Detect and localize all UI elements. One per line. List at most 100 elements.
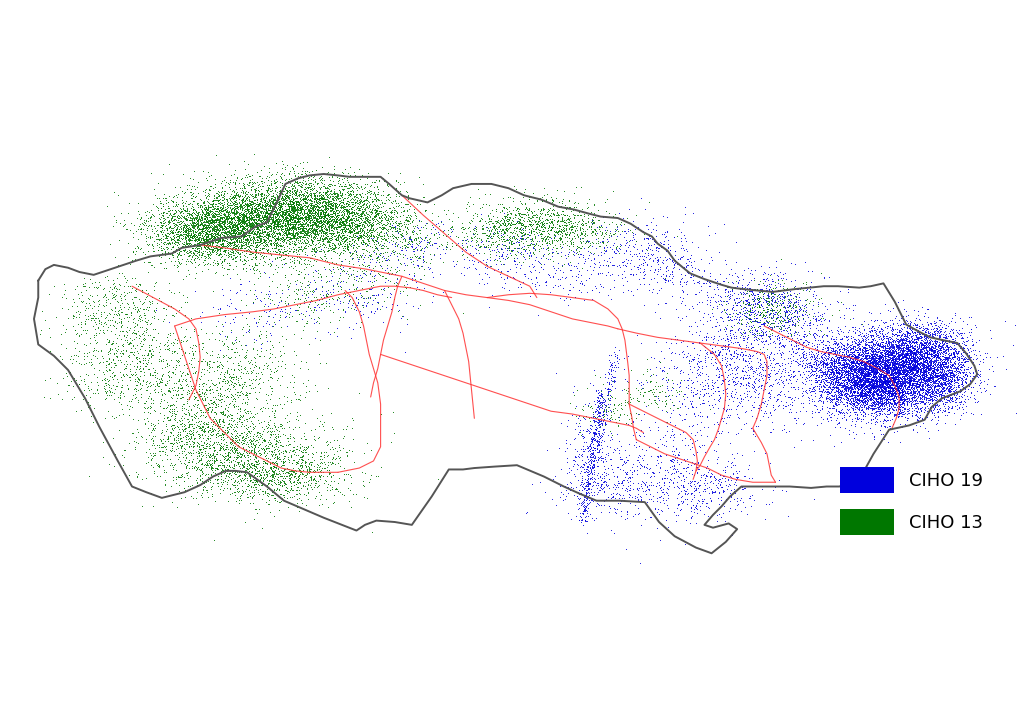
Point: [356, 292, 373, 304]
Point: [200, 397, 216, 408]
Point: [821, 357, 838, 369]
Point: [882, 378, 898, 390]
Point: [287, 208, 303, 220]
Point: [857, 364, 873, 375]
Point: [422, 248, 438, 260]
Point: [175, 225, 191, 236]
Point: [146, 384, 163, 395]
Point: [279, 230, 295, 241]
Point: [62, 366, 79, 377]
Point: [867, 361, 884, 372]
Point: [542, 238, 558, 249]
Point: [544, 234, 560, 246]
Point: [558, 214, 574, 226]
Point: [940, 341, 956, 352]
Point: [606, 281, 623, 292]
Point: [882, 350, 898, 362]
Point: [843, 361, 859, 372]
Point: [942, 397, 958, 408]
Point: [943, 351, 959, 363]
Point: [865, 369, 882, 380]
Point: [311, 217, 328, 228]
Point: [948, 325, 965, 336]
Point: [594, 403, 610, 414]
Point: [887, 323, 903, 335]
Point: [234, 213, 251, 224]
Point: [494, 205, 510, 217]
Point: [935, 405, 951, 416]
Point: [819, 371, 836, 382]
Point: [876, 387, 892, 398]
Point: [748, 309, 764, 321]
Point: [228, 220, 245, 231]
Point: [863, 381, 880, 393]
Point: [930, 414, 946, 425]
Point: [226, 241, 243, 252]
Point: [566, 221, 583, 232]
Point: [289, 184, 305, 196]
Point: [882, 388, 898, 399]
Point: [891, 346, 907, 358]
Point: [299, 165, 315, 176]
Point: [932, 343, 948, 354]
Point: [292, 212, 308, 223]
Point: [246, 184, 262, 195]
Point: [711, 393, 727, 405]
Point: [598, 406, 614, 417]
Point: [329, 190, 345, 202]
Point: [217, 463, 233, 475]
Point: [871, 393, 888, 404]
Point: [295, 197, 311, 209]
Point: [367, 272, 383, 283]
Point: [304, 209, 321, 221]
Point: [907, 388, 924, 399]
Point: [867, 355, 884, 367]
Point: [885, 389, 901, 401]
Point: [201, 381, 217, 393]
Point: [918, 352, 934, 364]
Point: [132, 430, 148, 442]
Point: [877, 420, 893, 432]
Point: [353, 195, 370, 207]
Point: [216, 232, 232, 244]
Point: [110, 343, 126, 355]
Point: [931, 330, 947, 341]
Point: [237, 213, 253, 224]
Point: [826, 346, 843, 358]
Point: [730, 375, 746, 387]
Point: [178, 229, 195, 241]
Point: [886, 397, 902, 408]
Point: [478, 229, 495, 241]
Point: [495, 233, 511, 244]
Point: [600, 372, 616, 384]
Point: [274, 254, 291, 265]
Point: [289, 227, 305, 239]
Point: [293, 226, 309, 237]
Point: [545, 200, 561, 212]
Point: [194, 453, 210, 465]
Point: [213, 241, 229, 252]
Point: [225, 425, 242, 437]
Point: [976, 375, 992, 387]
Point: [962, 346, 978, 358]
Point: [219, 268, 236, 280]
Point: [850, 372, 866, 384]
Point: [893, 377, 909, 389]
Point: [205, 246, 221, 257]
Point: [707, 273, 723, 284]
Point: [280, 187, 296, 198]
Point: [852, 373, 868, 385]
Point: [833, 388, 849, 400]
Point: [938, 359, 954, 370]
Point: [544, 204, 560, 215]
Point: [401, 268, 418, 280]
Point: [548, 192, 564, 204]
Point: [176, 369, 193, 380]
Point: [219, 390, 236, 402]
Point: [173, 343, 189, 355]
Point: [871, 380, 888, 391]
Point: [780, 345, 797, 356]
Point: [876, 364, 892, 375]
Point: [923, 356, 939, 368]
Point: [147, 276, 164, 288]
